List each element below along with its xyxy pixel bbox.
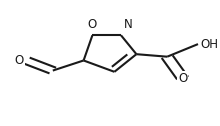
Text: O: O xyxy=(88,18,97,31)
Text: O: O xyxy=(178,72,187,85)
Text: OH: OH xyxy=(201,38,219,51)
Text: N: N xyxy=(124,18,132,31)
Text: O: O xyxy=(15,54,24,67)
